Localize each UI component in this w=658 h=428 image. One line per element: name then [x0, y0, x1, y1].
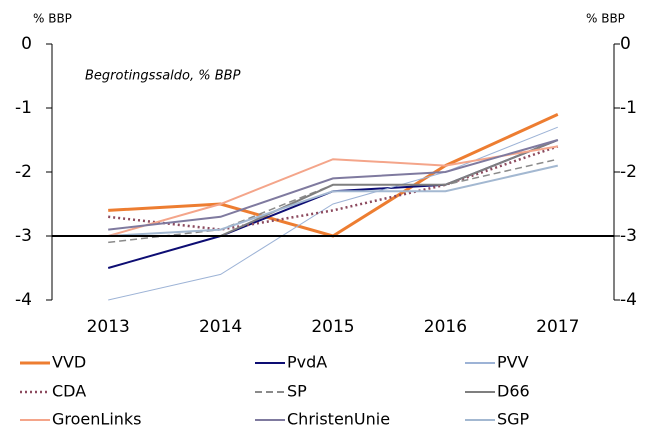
y2-axis-label: % BBP — [586, 12, 625, 26]
y-tick-label: 0 — [21, 34, 32, 54]
legend-label: PvdA — [287, 353, 327, 372]
y2-tick-label: -3 — [620, 226, 637, 246]
series-line — [108, 139, 559, 231]
x-tick-label: 2016 — [424, 317, 467, 337]
series-line — [108, 126, 558, 301]
x-tick-label: 2014 — [199, 317, 242, 337]
series-line — [108, 158, 558, 244]
y2-tick-label: -1 — [620, 98, 637, 118]
legend-label: GroenLinks — [52, 410, 142, 428]
series-line — [108, 164, 559, 237]
x-tick-label: 2015 — [311, 317, 354, 337]
y2-tick-label: 0 — [620, 34, 631, 54]
legend-label: VVD — [52, 353, 86, 372]
series-line — [107, 145, 558, 237]
y2-tick-label: -2 — [620, 162, 637, 182]
y-tick-label: -4 — [15, 290, 32, 310]
legend-label: SP — [287, 382, 307, 401]
y-tick-label: -2 — [15, 162, 32, 182]
y-axis-label: % BBP — [33, 12, 72, 26]
legend-label: CDA — [52, 382, 86, 401]
legend-label: PVV — [497, 353, 529, 372]
legend-label: D66 — [497, 382, 530, 401]
x-tick-label: 2013 — [87, 317, 130, 337]
legend-label: SGP — [497, 410, 530, 428]
y-tick-label: -1 — [15, 98, 32, 118]
annotation: Begrotingssaldo, % BBP — [85, 69, 241, 84]
y2-tick-label: -4 — [620, 290, 637, 310]
x-tick-label: 2017 — [536, 317, 579, 337]
y-tick-label: -3 — [15, 226, 32, 246]
series-line — [108, 145, 559, 231]
legend-label: ChristenUnie — [287, 410, 390, 428]
